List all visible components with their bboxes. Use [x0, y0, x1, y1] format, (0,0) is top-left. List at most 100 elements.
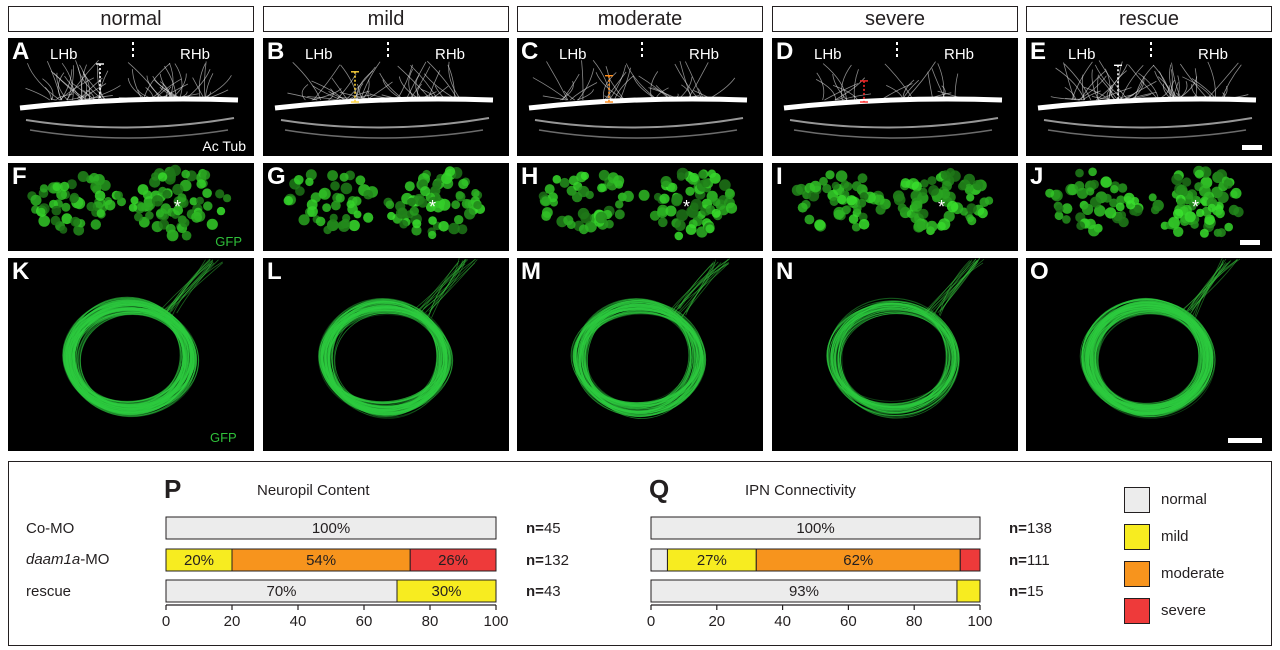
segment-label: 70%: [266, 583, 296, 600]
x-tick-label: 100: [483, 613, 508, 630]
gfp-image-h: * H: [517, 163, 763, 251]
segment-label: 100%: [312, 520, 350, 537]
x-tick-label: 60: [356, 613, 373, 630]
row-label-rescue: rescue: [26, 583, 72, 600]
x-tick-label: 0: [647, 613, 655, 630]
ipn-image-l: L: [263, 258, 509, 451]
panel-letter-p: P: [164, 474, 182, 504]
column-header-normal: normal: [8, 6, 254, 32]
n-label: n=45: [526, 520, 561, 537]
segment-label: 54%: [306, 552, 336, 569]
svg-text:*: *: [174, 197, 181, 217]
panel-letter-b: B: [267, 38, 285, 65]
chart-title-ipn: IPN Connectivity: [745, 482, 856, 499]
x-tick-label: 60: [840, 613, 857, 630]
label-lhb: LHb: [1068, 46, 1096, 63]
segment-label: 62%: [843, 552, 873, 569]
label-rhb: RHb: [1198, 46, 1229, 63]
x-tick-label: 40: [774, 613, 791, 630]
stain-label-gfp-ipn: GFP: [210, 430, 237, 445]
ipn-ring-drawing: [1079, 258, 1241, 419]
gfp-cells-drawing: *: [1045, 165, 1244, 238]
scale-bar: [1240, 240, 1260, 245]
panel-letter-i: I: [776, 163, 783, 190]
gfp-cells-drawing: *: [791, 167, 994, 236]
column-header-mild: mild: [263, 6, 509, 32]
panel-letter-a: A: [12, 38, 30, 65]
actub-image-a: A LHb RHb Ac Tub: [8, 38, 254, 156]
actub-drawing: [1037, 42, 1257, 139]
ipn-image-k: K GFP: [8, 258, 254, 451]
segment-label: 27%: [697, 552, 727, 569]
bar-segment-mild: [956, 579, 981, 603]
label-rhb: RHb: [435, 46, 466, 63]
x-tick-label: 20: [708, 613, 725, 630]
legend-label-severe: severe: [1161, 602, 1207, 619]
legend-label-mild: mild: [1161, 528, 1189, 545]
actub-image-b: B LHb RHb: [263, 38, 509, 156]
ipn-ring-drawing: [570, 258, 730, 419]
row-label-co-mo: Co-MO: [26, 520, 75, 537]
ipn-image-n: N: [772, 258, 1018, 451]
ipn-image-o: O: [1026, 258, 1272, 451]
stain-label-actub: Ac Tub: [202, 138, 246, 154]
panel-letter-k: K: [12, 258, 30, 285]
panel-letter-h: H: [521, 163, 539, 190]
x-tick-label: 20: [224, 613, 241, 630]
quantification-box: P Neuropil Content Q IPN Connectivity Co…: [8, 461, 1272, 646]
gene-name-italic: daam1a: [26, 551, 81, 568]
label-lhb: LHb: [559, 46, 587, 63]
bar-segment-normal: [650, 516, 981, 540]
morpholino-suffix: -MO: [80, 551, 110, 568]
segment-label: 26%: [438, 552, 468, 569]
scale-bar: [1228, 438, 1262, 443]
actub-drawing: [528, 42, 748, 139]
panel-letter-l: L: [267, 258, 282, 285]
panel-letter-d: D: [776, 38, 794, 65]
bar-segment-mild: [396, 579, 497, 603]
legend-swatch-severe: [1124, 598, 1150, 624]
actub-drawing: [783, 42, 1003, 139]
panel-letter-q: Q: [649, 474, 670, 504]
ipn-image-m: M: [517, 258, 763, 451]
n-label: n=132: [526, 552, 569, 569]
n-label: n=43: [526, 583, 561, 600]
chart-title-neuropil: Neuropil Content: [257, 482, 370, 499]
ipn-ring-drawing: [317, 258, 478, 419]
label-rhb: RHb: [944, 46, 975, 63]
label-lhb: LHb: [814, 46, 842, 63]
label-lhb: LHb: [305, 46, 333, 63]
ipn-ring-drawing: [62, 258, 224, 418]
chart-neuropil-content: 100% n=45 20% 54% 26% n=132 70% 30% n=43 0 20 40 60 8…: [162, 516, 1052, 630]
svg-text:*: *: [1192, 197, 1199, 217]
gfp-cells-drawing: *: [538, 167, 738, 241]
n-label: n=15: [1009, 583, 1044, 600]
panel-letter-n: N: [776, 258, 794, 285]
gfp-image-j: * J: [1026, 163, 1272, 251]
x-tick-label: 40: [290, 613, 307, 630]
legend-swatch-normal: [1124, 487, 1150, 513]
ipn-ring-drawing: [826, 258, 985, 419]
panel-letter-m: M: [521, 258, 541, 285]
segment-label: 30%: [431, 583, 461, 600]
bar-segment-normal: [650, 548, 668, 572]
stain-label-gfp: GFP: [215, 234, 242, 249]
panel-letter-j: J: [1030, 163, 1044, 190]
bar-segment-normal: [165, 516, 497, 540]
segment-label: 20%: [184, 552, 214, 569]
legend-label-normal: normal: [1161, 491, 1207, 508]
row-label-daam1a-mo: daam1a-MO: [26, 551, 109, 568]
actub-image-c: C LHb RHb: [517, 38, 763, 156]
actub-drawing: [274, 42, 494, 139]
segment-label: 100%: [796, 520, 834, 537]
panel-letter-c: C: [521, 38, 539, 65]
label-rhb: RHb: [180, 46, 211, 63]
panel-letter-g: G: [267, 163, 286, 190]
bar-segment-severe: [959, 548, 981, 572]
gfp-image-i: * I: [772, 163, 1018, 251]
panel-letter-o: O: [1030, 258, 1049, 285]
label-rhb: RHb: [689, 46, 720, 63]
column-header-severe: severe: [772, 6, 1018, 32]
panel-letter-e: E: [1030, 38, 1047, 65]
svg-text:*: *: [429, 197, 436, 217]
